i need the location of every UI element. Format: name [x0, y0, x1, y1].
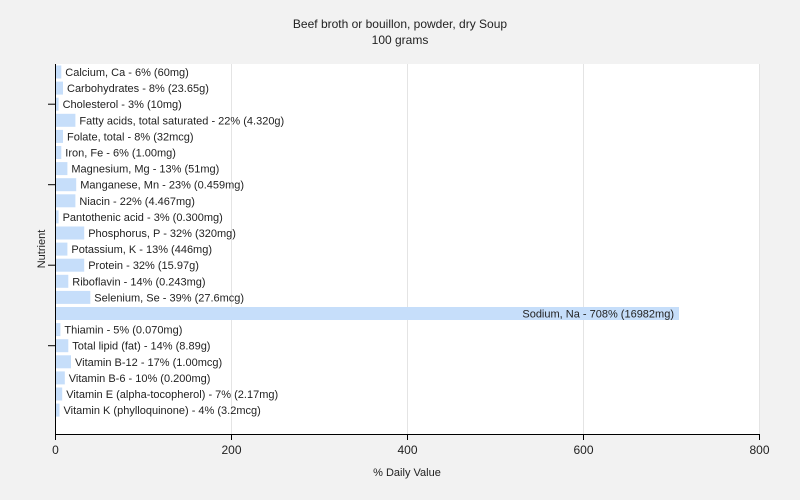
bar-label: Calcium, Ca - 6% (60mg)	[65, 67, 188, 79]
bar	[56, 355, 71, 369]
bar	[56, 194, 76, 208]
gridlines	[231, 64, 760, 434]
bar	[56, 274, 69, 288]
bar-label: Vitamin B-6 - 10% (0.200mg)	[69, 373, 211, 385]
bar	[56, 307, 679, 320]
x-tick-label: 800	[749, 443, 769, 457]
chart-title: Beef broth or bouillon, powder, dry Soup	[293, 17, 507, 31]
chart-subtitle: 100 grams	[372, 33, 429, 47]
bar-label: Vitamin E (alpha-tocopherol) - 7% (2.17m…	[66, 389, 278, 401]
bar-label: Pantothenic acid - 3% (0.300mg)	[63, 212, 223, 224]
bar-label: Folate, total - 8% (32mcg)	[67, 131, 194, 143]
x-tick-label: 200	[221, 443, 241, 457]
x-tick-label: 600	[573, 443, 593, 457]
bar-label: Potassium, K - 13% (446mg)	[71, 244, 212, 256]
bar	[56, 290, 91, 304]
x-tick-label: 400	[397, 443, 417, 457]
bar	[56, 371, 65, 385]
bar	[56, 97, 59, 111]
bar-label: Carbohydrates - 8% (23.65g)	[67, 83, 209, 95]
bar-label: Iron, Fe - 6% (1.00mg)	[65, 148, 176, 160]
x-axis-label: % Daily Value	[373, 467, 441, 479]
bar-label: Protein - 32% (15.97g)	[88, 260, 199, 272]
bar-label: Phosphorus, P - 32% (320mg)	[88, 228, 236, 240]
bar	[56, 65, 62, 79]
bar	[56, 226, 85, 240]
y-axis-label: Nutrient	[36, 230, 48, 269]
bar-label: Vitamin K (phylloquinone) - 4% (3.2mcg)	[64, 405, 261, 417]
bar-label: Sodium, Na - 708% (16982mg)	[522, 309, 674, 321]
bar-label: Cholesterol - 3% (10mg)	[63, 99, 182, 111]
bar-label: Riboflavin - 14% (0.243mg)	[72, 276, 205, 288]
bar	[56, 113, 76, 127]
bar	[56, 403, 60, 417]
bar	[56, 162, 68, 176]
bar-label: Total lipid (fat) - 14% (8.89g)	[72, 341, 210, 353]
bar	[56, 258, 85, 272]
bar	[56, 242, 68, 256]
bar-label: Selenium, Se - 39% (27.6mcg)	[94, 292, 244, 304]
bar-label: Vitamin B-12 - 17% (1.00mcg)	[75, 357, 222, 369]
axes: 0 200 400 600 800	[48, 64, 770, 457]
bar	[56, 387, 63, 401]
bar	[56, 210, 59, 224]
bar-label: Magnesium, Mg - 13% (51mg)	[71, 164, 219, 176]
bar-label: Niacin - 22% (4.467mg)	[79, 196, 195, 208]
bar-label: Fatty acids, total saturated - 22% (4.32…	[79, 115, 284, 127]
bar	[56, 146, 62, 159]
bar	[56, 178, 77, 192]
bar	[56, 81, 63, 95]
bar	[56, 129, 63, 143]
bars-group: Calcium, Ca - 6% (60mg) Carbohydrates - 8…	[56, 65, 679, 417]
bar-label: Manganese, Mn - 23% (0.459mg)	[80, 180, 244, 192]
bar	[56, 339, 69, 353]
x-tick-label: 0	[52, 443, 59, 457]
bar	[56, 323, 61, 337]
bar-label: Thiamin - 5% (0.070mg)	[64, 325, 182, 337]
